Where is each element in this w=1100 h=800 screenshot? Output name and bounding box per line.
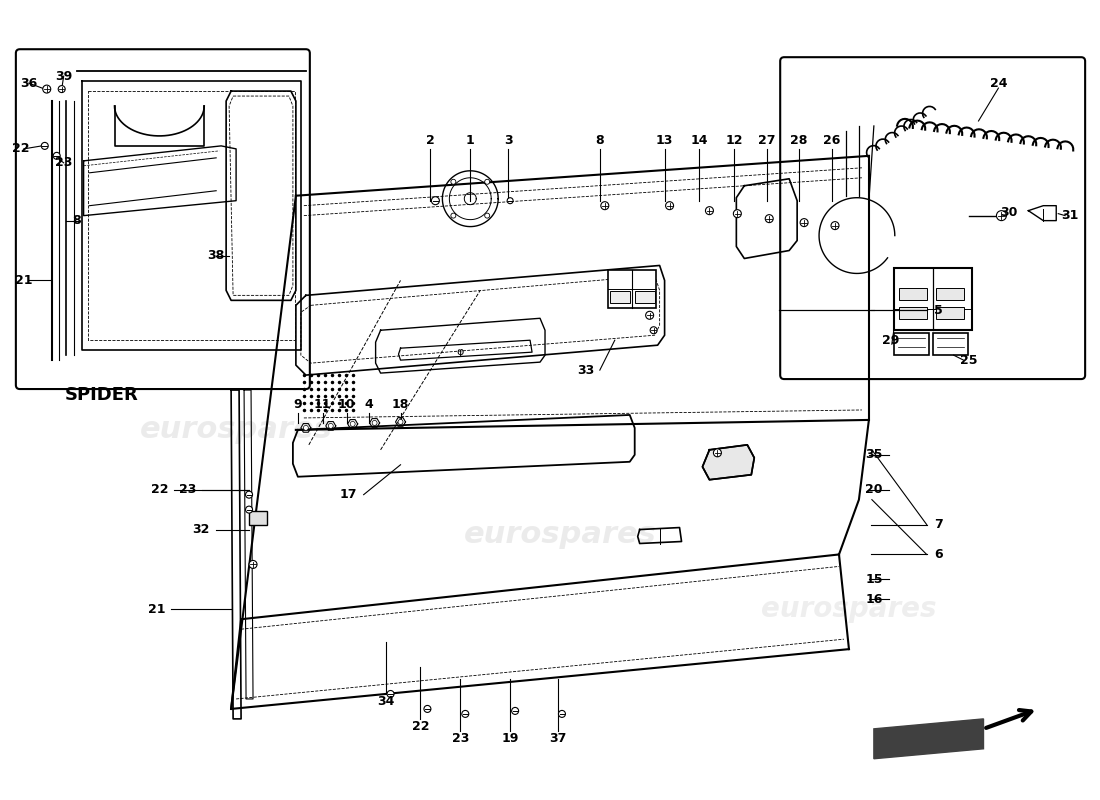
Text: 14: 14 [691,134,708,147]
Circle shape [646,311,653,319]
Text: 35: 35 [866,448,882,462]
Circle shape [372,421,377,426]
Text: 22: 22 [411,720,429,734]
Circle shape [42,142,48,150]
Circle shape [53,152,60,159]
Bar [936,288,964,300]
Text: 25: 25 [960,354,977,366]
Text: 33: 33 [578,364,594,377]
Text: eurospares: eurospares [761,595,937,623]
Circle shape [462,710,469,718]
Text: 31: 31 [1062,209,1079,222]
Bar [609,291,629,303]
Text: 38: 38 [208,249,224,262]
Circle shape [666,202,673,210]
Text: 19: 19 [502,732,519,746]
Circle shape [830,222,839,230]
Text: 8: 8 [73,214,81,227]
Bar [899,307,926,319]
Text: 32: 32 [192,523,210,536]
Text: 8: 8 [595,134,604,147]
Circle shape [512,707,518,714]
Text: 28: 28 [791,134,807,147]
Text: 2: 2 [426,134,434,147]
Text: 34: 34 [377,695,394,709]
Text: SPIDER: SPIDER [65,386,139,404]
Circle shape [714,449,722,457]
Text: 5: 5 [934,304,943,317]
Circle shape [650,326,657,334]
Circle shape [485,213,490,218]
Text: 26: 26 [823,134,840,147]
Circle shape [705,206,714,214]
Bar [608,270,656,308]
Text: φ: φ [456,347,464,357]
Circle shape [245,506,253,513]
Text: 7: 7 [934,518,943,531]
Bar [635,291,654,303]
Circle shape [451,213,455,218]
Bar [249,510,267,525]
Text: 36: 36 [20,77,37,90]
Text: 22: 22 [12,142,30,155]
Text: 6: 6 [934,548,943,561]
Text: 21: 21 [147,602,165,616]
Text: 13: 13 [656,134,673,147]
Text: 15: 15 [865,573,882,586]
Polygon shape [703,445,755,480]
Text: 11: 11 [314,398,331,411]
Circle shape [424,706,431,713]
Text: 12: 12 [726,134,744,147]
Bar [894,269,971,330]
Bar [899,288,926,300]
Text: 27: 27 [759,134,775,147]
FancyBboxPatch shape [15,50,310,389]
Circle shape [387,690,394,698]
Text: eurospares: eurospares [140,415,332,444]
Text: 39: 39 [55,70,73,82]
Text: 21: 21 [15,274,33,287]
Bar [933,334,968,355]
Bar [894,334,928,355]
Text: 16: 16 [866,593,882,606]
Circle shape [398,419,403,425]
Text: 37: 37 [549,732,566,746]
Text: 17: 17 [340,488,358,501]
Text: 29: 29 [882,334,900,346]
Circle shape [766,214,773,222]
Circle shape [304,426,308,430]
Circle shape [997,210,1006,221]
Text: 24: 24 [990,77,1008,90]
Circle shape [350,422,355,426]
FancyBboxPatch shape [780,57,1085,379]
Text: 23: 23 [55,156,73,170]
Circle shape [249,561,257,569]
Circle shape [58,86,65,93]
Circle shape [559,710,565,718]
Text: 23: 23 [452,732,469,746]
Circle shape [485,179,490,184]
Text: eurospares: eurospares [463,520,657,549]
Circle shape [601,202,608,210]
Circle shape [507,198,513,204]
Text: 9: 9 [294,398,302,411]
Circle shape [800,218,808,226]
Text: 20: 20 [865,483,882,496]
Text: 3: 3 [504,134,513,147]
Circle shape [451,179,455,184]
Text: 30: 30 [1000,206,1018,219]
Circle shape [245,491,253,498]
Text: 10: 10 [338,398,355,411]
Text: 4: 4 [364,398,373,411]
Circle shape [734,210,741,218]
Bar [936,307,964,319]
Polygon shape [873,719,983,758]
Text: 1: 1 [466,134,475,147]
Circle shape [43,85,51,93]
Text: 23: 23 [178,483,196,496]
Text: 22: 22 [151,483,168,496]
Circle shape [328,423,333,429]
Circle shape [431,197,439,205]
Text: 18: 18 [392,398,409,411]
